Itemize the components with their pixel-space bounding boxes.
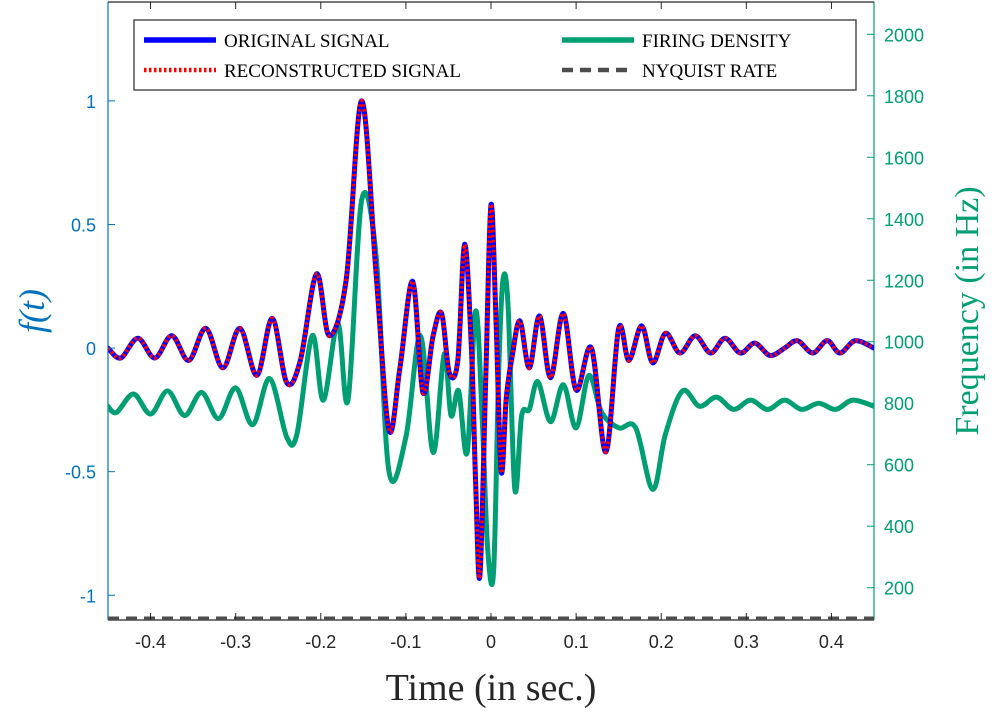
x-tick-label: 0.1 bbox=[564, 632, 589, 652]
x-tick-label: 0 bbox=[486, 632, 496, 652]
y-right-tick-label: 1800 bbox=[884, 87, 924, 107]
y-right-tick-label: 1200 bbox=[884, 271, 924, 291]
y-right-tick-label: 1400 bbox=[884, 210, 924, 230]
y-axis-right-label: Frequency (in Hz) bbox=[949, 186, 986, 435]
y-left-tick-label: 1 bbox=[86, 92, 96, 112]
x-tick-label: -0.2 bbox=[305, 632, 336, 652]
y-left-tick-label: 0 bbox=[86, 339, 96, 359]
x-tick-label: -0.1 bbox=[390, 632, 421, 652]
y-right-tick-label: 200 bbox=[884, 579, 914, 599]
x-tick-label: 0.3 bbox=[734, 632, 759, 652]
legend-label-reconstructed-signal: RECONSTRUCTED SIGNAL bbox=[224, 61, 461, 82]
y-right-tick-label: 1000 bbox=[884, 333, 924, 353]
y-left-tick-label: 0.5 bbox=[71, 215, 96, 235]
y-right-tick-label: 600 bbox=[884, 456, 914, 476]
x-tick-label: -0.3 bbox=[220, 632, 251, 652]
y-left-tick-label: -1 bbox=[80, 586, 96, 606]
legend-box bbox=[133, 19, 857, 91]
series-line-reconstructed-signal bbox=[108, 98, 874, 581]
axes-frame bbox=[107, 1, 875, 621]
y-axis-left-label-text: f(t) bbox=[12, 289, 52, 333]
x-tick-label: 0.4 bbox=[819, 632, 844, 652]
y-right-tick-label: 800 bbox=[884, 394, 914, 414]
legend: ORIGINAL SIGNAL FIRING DENSITY RECONSTRUCT… bbox=[133, 19, 857, 91]
legend-label-firing-density: FIRING DENSITY bbox=[642, 31, 792, 52]
legend-label-nyquist-rate: NYQUIST RATE bbox=[642, 61, 777, 82]
ticks-layer: -0.4 -0.3 -0.2 -0.1 0 0.1 0.2 0.3 0.4 -1 -0.5 0 0.5 1… bbox=[65, 2, 924, 652]
x-axis-label: Time (in sec.) bbox=[386, 667, 597, 709]
y-axis-left-label: f(t) bbox=[12, 289, 52, 333]
series-line-firing-density bbox=[108, 190, 874, 588]
y-right-tick-label: 1600 bbox=[884, 148, 924, 168]
legend-label-original-signal: ORIGINAL SIGNAL bbox=[224, 31, 390, 52]
y-left-tick-label: -0.5 bbox=[65, 463, 96, 483]
x-tick-label: 0.2 bbox=[649, 632, 674, 652]
x-tick-label: -0.4 bbox=[135, 632, 166, 652]
y-right-tick-label: 2000 bbox=[884, 25, 924, 45]
y-right-tick-label: 400 bbox=[884, 517, 914, 537]
plot-area bbox=[108, 2, 874, 620]
